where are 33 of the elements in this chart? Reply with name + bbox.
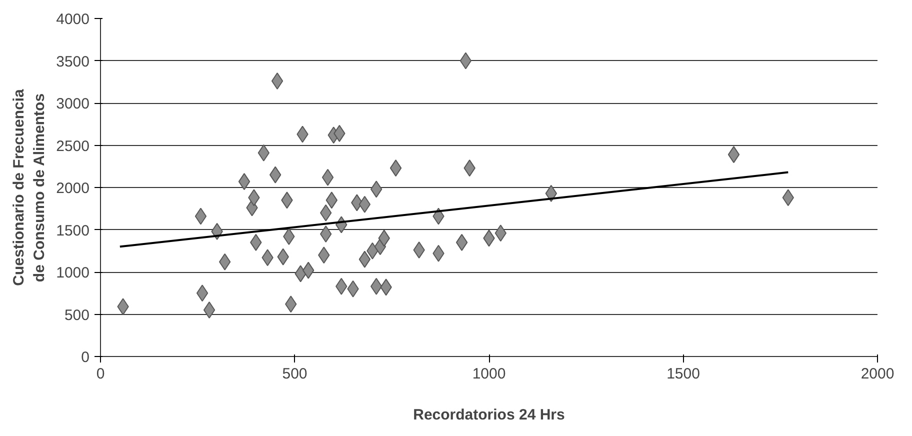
point: [196, 284, 208, 302]
point: [320, 204, 332, 222]
point: [203, 302, 216, 319]
point: [320, 225, 332, 242]
y-axis-title: Cuestionario de Frecuencia de Consumo de Alimentos: [10, 88, 48, 286]
point: [390, 160, 402, 177]
y-tick-label: 1000: [56, 264, 90, 282]
y-tick-label: 4000: [56, 11, 90, 28]
point: [194, 208, 207, 225]
y-tick-label: 0: [81, 349, 90, 366]
point: [358, 250, 371, 268]
x-tick-label: 1000: [472, 366, 506, 382]
y-tick-label: 3500: [56, 53, 90, 70]
y-tick-label: 2500: [56, 138, 90, 155]
point: [456, 234, 468, 251]
x-axis-title: Recordatorios 24 Hrs: [413, 406, 565, 424]
y-tick-label: 1500: [56, 222, 90, 240]
x-tick-label: 500: [282, 366, 308, 382]
point: [258, 144, 270, 162]
point: [269, 166, 282, 184]
x-tick-label: 0: [96, 366, 105, 382]
y-tick-label: 2000: [56, 180, 90, 197]
point: [358, 196, 371, 213]
y-tick-label: 500: [64, 306, 90, 324]
y-tick-label: 3000: [56, 96, 90, 112]
point: [238, 173, 250, 190]
point: [460, 52, 472, 70]
point: [728, 146, 740, 164]
point: [322, 168, 334, 186]
x-tick-label: 2000: [860, 366, 894, 382]
x-tick-label: 1500: [666, 366, 700, 382]
point: [271, 72, 284, 90]
point: [218, 253, 231, 270]
